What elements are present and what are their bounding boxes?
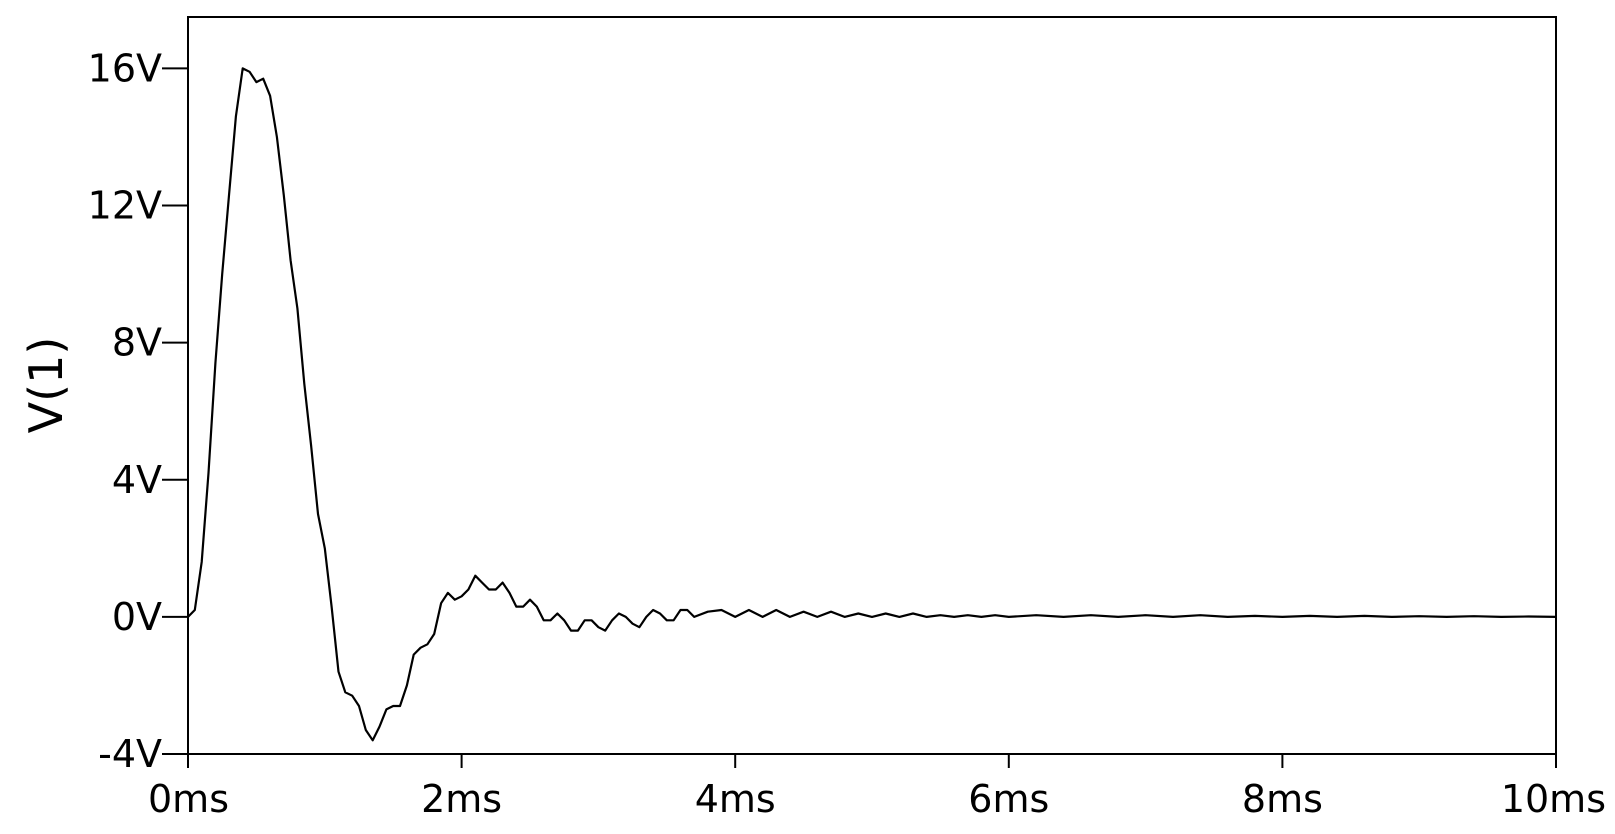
- x-tick-label: 0ms: [148, 777, 229, 821]
- y-tick-label: 8V: [112, 321, 162, 365]
- x-axis: 0ms 2ms 4ms 6ms 8ms 10ms: [148, 754, 1606, 821]
- x-tick-label: 10ms: [1501, 777, 1606, 821]
- y-axis: -4V 0V 4V 8V 12V 16V: [88, 46, 188, 776]
- y-tick-label: 4V: [112, 458, 162, 502]
- y-tick-label: 12V: [88, 184, 162, 228]
- x-tick-label: 2ms: [421, 777, 502, 821]
- x-tick-label: 4ms: [695, 777, 776, 821]
- series-line-v1: [187, 67, 1557, 742]
- x-tick-label: 6ms: [968, 777, 1049, 821]
- y-tick-label: -4V: [98, 732, 162, 776]
- x-tick-label: 8ms: [1242, 777, 1323, 821]
- y-tick-label: 0V: [112, 595, 162, 639]
- plot-area: [187, 16, 1557, 755]
- y-tick-label: 16V: [88, 46, 162, 90]
- y-axis-title: V(1): [19, 337, 73, 434]
